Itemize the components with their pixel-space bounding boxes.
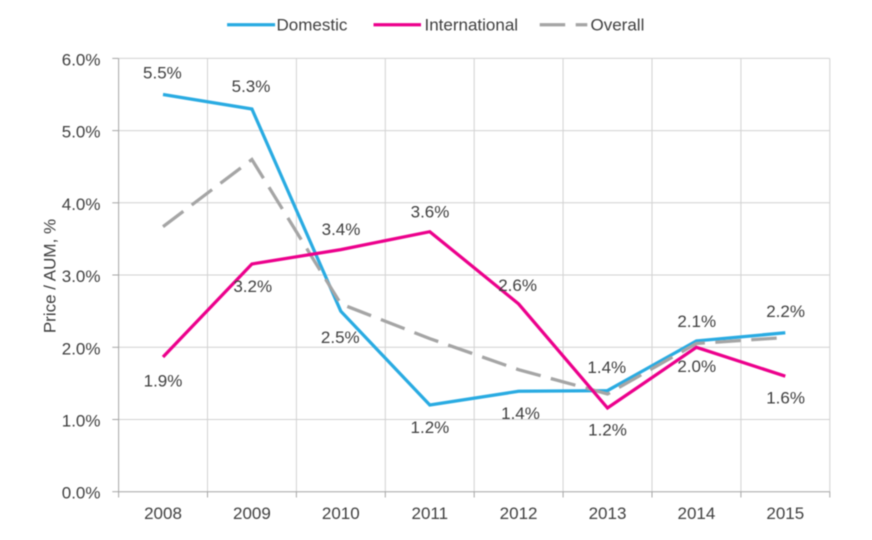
svg-text:2008: 2008 xyxy=(144,504,182,523)
svg-text:1.9%: 1.9% xyxy=(144,372,183,391)
svg-text:5.3%: 5.3% xyxy=(232,77,271,96)
svg-text:1.6%: 1.6% xyxy=(766,389,805,408)
svg-text:3.0%: 3.0% xyxy=(62,267,101,286)
svg-text:2014: 2014 xyxy=(677,504,715,523)
svg-text:1.4%: 1.4% xyxy=(587,358,626,377)
svg-text:2012: 2012 xyxy=(500,504,538,523)
svg-text:0.0%: 0.0% xyxy=(62,484,101,503)
svg-text:1.4%: 1.4% xyxy=(501,404,540,423)
svg-text:Overall: Overall xyxy=(591,16,645,35)
svg-text:2011: 2011 xyxy=(412,504,449,523)
svg-text:6.0%: 6.0% xyxy=(62,50,101,69)
svg-text:3.2%: 3.2% xyxy=(233,277,272,296)
svg-text:1.2%: 1.2% xyxy=(588,420,627,439)
svg-text:2.1%: 2.1% xyxy=(677,312,716,331)
svg-text:2.0%: 2.0% xyxy=(62,339,101,358)
svg-text:Price / AUM, %: Price / AUM, % xyxy=(41,219,60,333)
svg-text:International: International xyxy=(425,16,519,35)
svg-text:Domestic: Domestic xyxy=(277,16,348,35)
svg-text:2009: 2009 xyxy=(233,504,271,523)
svg-text:1.2%: 1.2% xyxy=(411,418,450,437)
svg-text:2010: 2010 xyxy=(322,504,360,523)
svg-text:3.4%: 3.4% xyxy=(322,220,361,239)
svg-text:3.6%: 3.6% xyxy=(411,203,450,222)
svg-text:2.0%: 2.0% xyxy=(677,357,716,376)
svg-text:5.0%: 5.0% xyxy=(62,123,101,142)
svg-text:2.5%: 2.5% xyxy=(321,328,360,347)
svg-text:5.5%: 5.5% xyxy=(143,64,182,83)
svg-text:2.6%: 2.6% xyxy=(498,276,537,295)
svg-text:2.2%: 2.2% xyxy=(766,302,805,321)
svg-text:4.0%: 4.0% xyxy=(62,195,101,214)
svg-text:2015: 2015 xyxy=(766,504,804,523)
svg-text:2013: 2013 xyxy=(589,504,627,523)
svg-text:1.0%: 1.0% xyxy=(62,412,101,431)
